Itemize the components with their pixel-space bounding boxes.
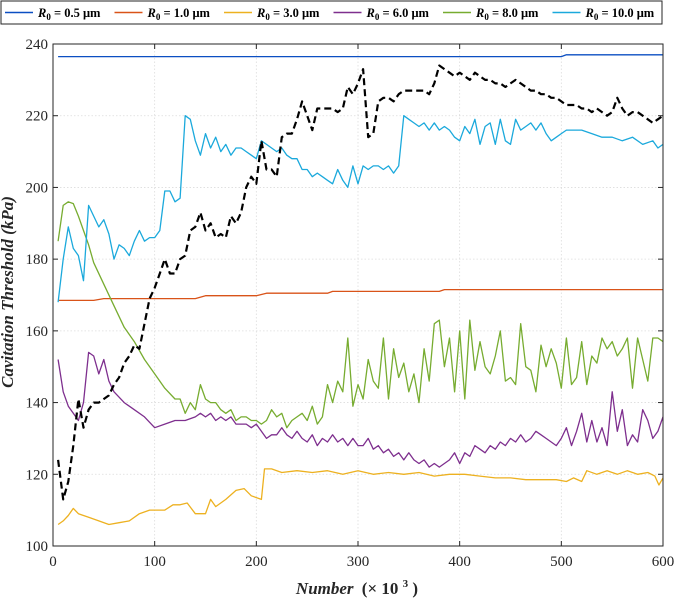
x-tick-label: 400 [448, 554, 471, 570]
legend-value: = 0.5 μm [51, 6, 101, 20]
series-line-1 [58, 54, 663, 58]
series-line-5 [57, 201, 664, 429]
series-lines [57, 54, 664, 526]
legend-value: = 10.0 μm [598, 6, 654, 20]
legend-symbol: R [37, 6, 46, 20]
x-axis-label-exp: 3 [403, 578, 409, 590]
legend-value: = 6.0 μm [379, 6, 429, 20]
legend-entry: R0 = 0.5 μm [37, 6, 101, 22]
x-tick-label: 100 [143, 554, 166, 570]
x-axis-label-close: ) [412, 579, 418, 598]
legend-entry: R0 = 3.0 μm [256, 6, 320, 22]
axis-ticks: 0 100 200 300 400 500 600100120140160180200220… [26, 37, 675, 570]
y-tick-label: 240 [26, 37, 49, 53]
legend-symbol: R [585, 6, 594, 20]
y-tick-label: 140 [26, 396, 49, 412]
legend: R0 = 0.5 μm R0 = 1.0 μm R0 = 3.0 μm R0 = 6.… [0, 0, 663, 25]
legend-subscript: 0 [375, 12, 380, 22]
legend-value: = 3.0 μm [270, 6, 320, 20]
x-axis-label: Number (× 10 3 ) [295, 572, 418, 598]
legend-box [0, 0, 663, 25]
legend-value: = 1.0 μm [160, 6, 210, 20]
x-tick-label: 600 [652, 554, 675, 570]
series-line-4 [57, 351, 664, 468]
legend-symbol: R [147, 6, 156, 20]
x-tick-label: 500 [550, 554, 573, 570]
legend-symbol: R [366, 6, 375, 20]
legend-symbol: R [475, 6, 484, 20]
y-tick-label: 120 [26, 467, 49, 483]
y-tick-label: 100 [26, 539, 49, 555]
legend-entry: R0 = 1.0 μm [147, 6, 211, 22]
legend-value: = 8.0 μm [489, 6, 539, 20]
series-line-6 [57, 115, 664, 303]
x-tick-label: 200 [245, 554, 268, 570]
legend-symbol: R [256, 6, 265, 20]
y-tick-label: 220 [26, 109, 49, 125]
legend-subscript: 0 [156, 12, 161, 22]
y-axis-label: Cavitation Threshold (kPa) [0, 196, 17, 388]
series-line-3 [57, 468, 664, 526]
legend-entry: R0 = 6.0 μm [366, 6, 430, 22]
x-axis-label-suffix: (× 10 [362, 579, 399, 598]
x-tick-label: 0 [49, 554, 57, 570]
legend-subscript: 0 [594, 12, 599, 22]
legend-entry: R0 = 8.0 μm [475, 6, 539, 22]
legend-subscript: 0 [46, 12, 51, 22]
legend-subscript: 0 [265, 12, 270, 22]
legend-entry: R0 = 10.0 μm [585, 6, 655, 22]
grid-lines [53, 44, 663, 546]
y-tick-label: 180 [26, 252, 49, 268]
y-tick-label: 200 [26, 180, 49, 196]
x-tick-label: 300 [347, 554, 370, 570]
x-axis-label-main: Number [295, 579, 354, 598]
series-line-7 [57, 64, 664, 501]
series-line-2 [58, 288, 663, 302]
y-tick-label: 160 [26, 324, 49, 340]
legend-subscript: 0 [484, 12, 489, 22]
